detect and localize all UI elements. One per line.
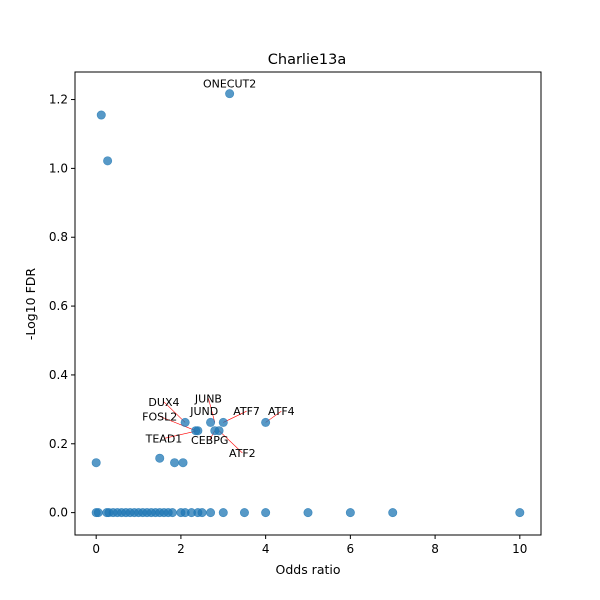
x-tick-label: 8 xyxy=(431,542,439,556)
data-point xyxy=(225,89,235,99)
data-point xyxy=(214,426,224,436)
data-point xyxy=(193,426,203,436)
x-tick-label: 6 xyxy=(347,542,355,556)
data-point xyxy=(96,110,106,120)
annotation-connector xyxy=(163,401,186,423)
data-point xyxy=(261,508,271,518)
annotation-label: ATF2 xyxy=(229,447,256,460)
data-point xyxy=(178,458,188,468)
annotation-label: TEAD1 xyxy=(145,432,183,445)
data-points xyxy=(91,89,525,518)
data-point xyxy=(345,508,355,518)
annotation-connector xyxy=(218,430,243,454)
x-axis: 0 2 4 6 8 10 xyxy=(92,535,527,556)
data-point xyxy=(515,508,525,518)
annotation-label: ATF4 xyxy=(268,405,295,418)
data-point xyxy=(388,508,398,518)
data-point xyxy=(93,508,103,518)
chart-title: Charlie13a xyxy=(268,52,346,68)
y-tick-label: 0.2 xyxy=(49,437,68,451)
annotation-label: CEBPG xyxy=(191,434,228,447)
annotation-label: FOSL2 xyxy=(142,410,177,423)
annotation-label: ONECUT2 xyxy=(203,77,256,90)
y-tick-label: 0.8 xyxy=(49,230,68,244)
x-tick-label: 0 xyxy=(92,542,100,556)
annotation-connector xyxy=(159,416,196,431)
data-point xyxy=(239,508,249,518)
y-tick-label: 0.4 xyxy=(49,368,68,382)
data-point xyxy=(170,458,180,468)
annotation-lines xyxy=(159,398,282,454)
x-tick-label: 10 xyxy=(512,542,527,556)
x-axis-label: Odds ratio xyxy=(275,562,340,577)
data-point xyxy=(303,508,313,518)
data-point xyxy=(91,458,101,468)
annotation-label: DUX4 xyxy=(148,396,179,409)
annotation-label: JUNB xyxy=(194,392,222,405)
annotation-label: ATF7 xyxy=(233,405,260,418)
x-tick-label: 2 xyxy=(177,542,185,556)
y-tick-label: 1.0 xyxy=(49,161,68,175)
annotation-label: JUND xyxy=(189,405,218,418)
data-point xyxy=(206,508,216,518)
data-point xyxy=(206,417,216,427)
x-tick-label: 4 xyxy=(262,542,270,556)
data-point xyxy=(103,156,113,166)
data-point xyxy=(261,417,271,427)
plot-frame xyxy=(74,71,542,536)
y-axis-label: -Log10 FDR xyxy=(23,268,38,341)
annotation-connector xyxy=(208,398,216,423)
y-tick-label: 0.6 xyxy=(49,299,68,313)
data-point xyxy=(167,508,177,518)
data-point xyxy=(180,417,190,427)
y-tick-label: 0.0 xyxy=(49,506,68,520)
data-point xyxy=(218,417,228,427)
data-point xyxy=(197,508,207,518)
y-tick-label: 1.2 xyxy=(49,93,68,107)
data-point xyxy=(155,453,165,463)
y-axis: 0.0 0.2 0.4 0.6 0.8 1.0 1.2 xyxy=(49,93,75,520)
data-point xyxy=(218,508,228,518)
